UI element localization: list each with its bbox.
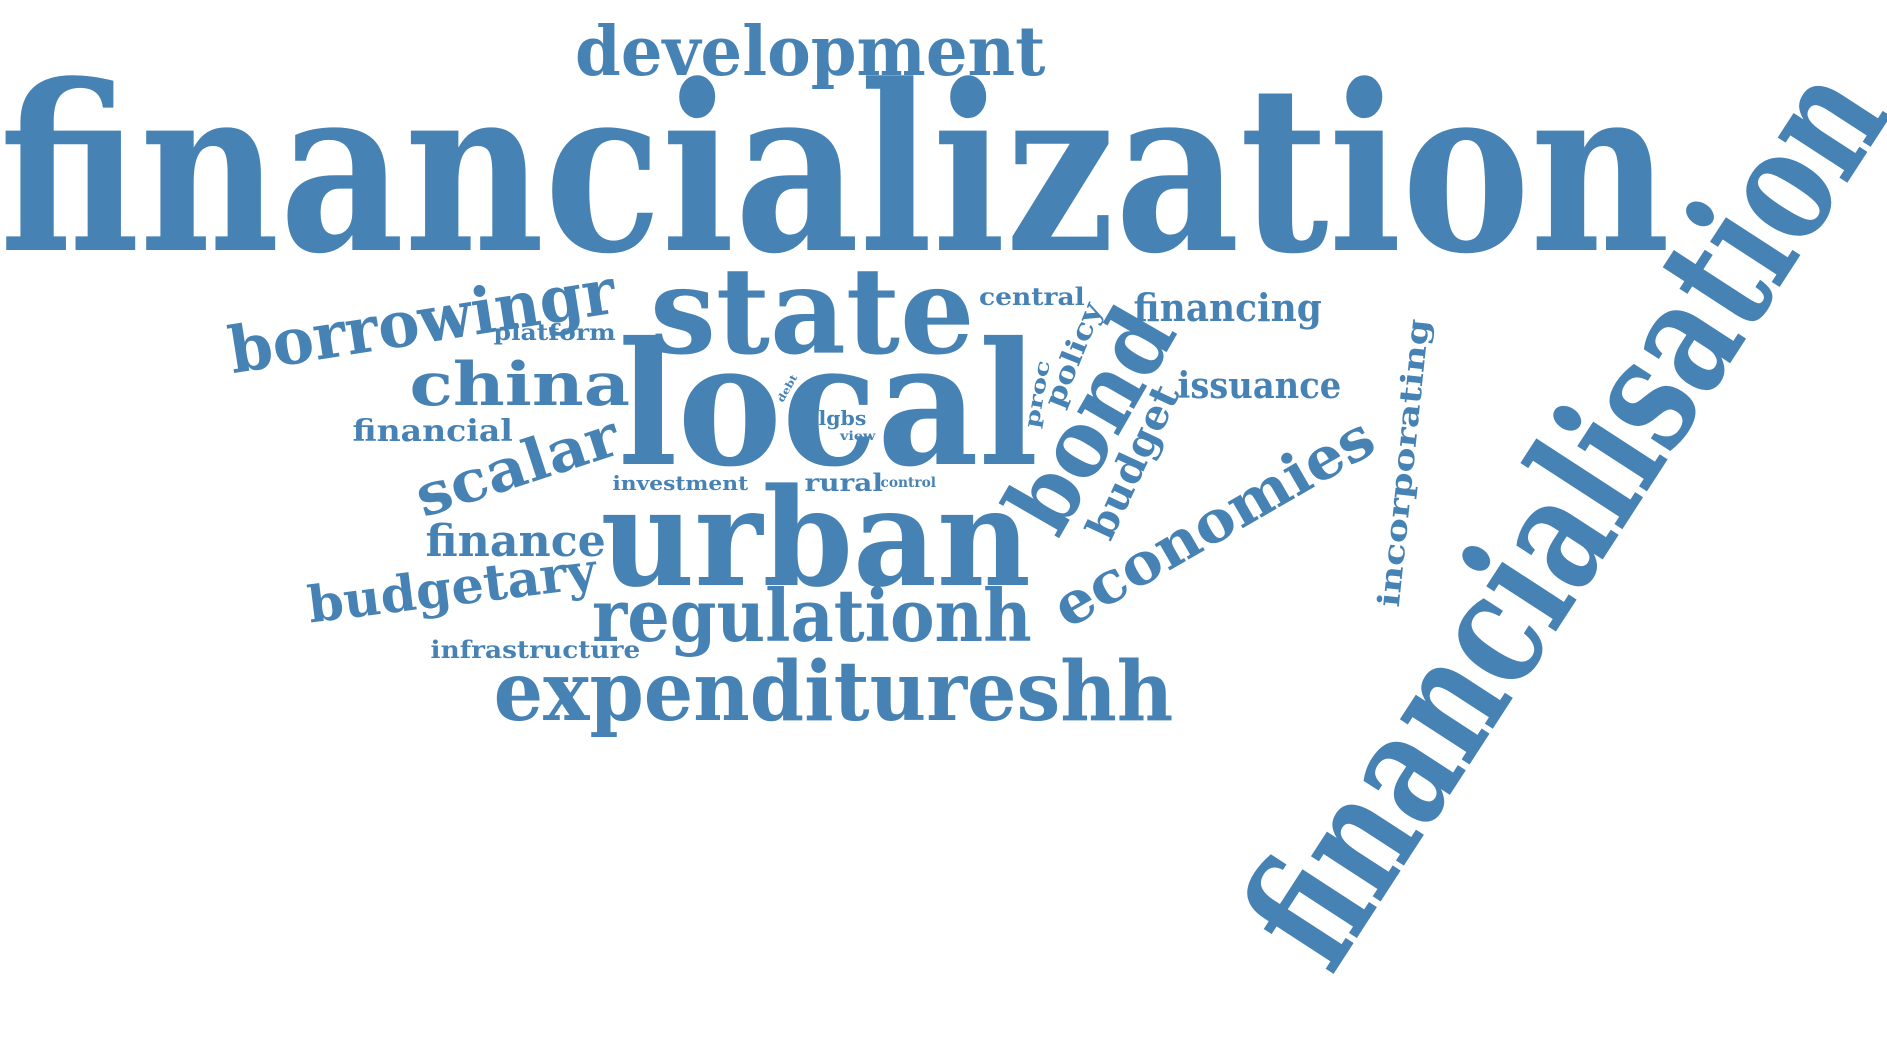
- word-investment: investment: [612, 471, 748, 495]
- word-central: central: [979, 282, 1085, 311]
- word-expenditureshh: expenditureshh: [493, 644, 1173, 740]
- word-view: view: [840, 429, 876, 443]
- word-development: development: [575, 12, 1046, 92]
- word-state: state: [649, 241, 975, 382]
- word-financialization: financialization: [0, 35, 1671, 305]
- word-financial: financial: [352, 414, 513, 449]
- word-issuance: issuance: [1177, 365, 1341, 407]
- word-infrastructure: infrastructure: [430, 635, 640, 664]
- word-financing: financing: [1132, 285, 1322, 330]
- word-rural: rural: [803, 468, 883, 497]
- word-regulationh: regulationh: [592, 573, 1032, 658]
- word-urban: urban: [599, 457, 1031, 617]
- word-finance: finance: [424, 516, 606, 567]
- word-control: control: [880, 475, 936, 491]
- word-platform: platform: [492, 320, 616, 346]
- word-china: china: [408, 350, 630, 420]
- word-local: local: [618, 305, 1039, 505]
- word-lgbs: lgbs: [818, 406, 866, 430]
